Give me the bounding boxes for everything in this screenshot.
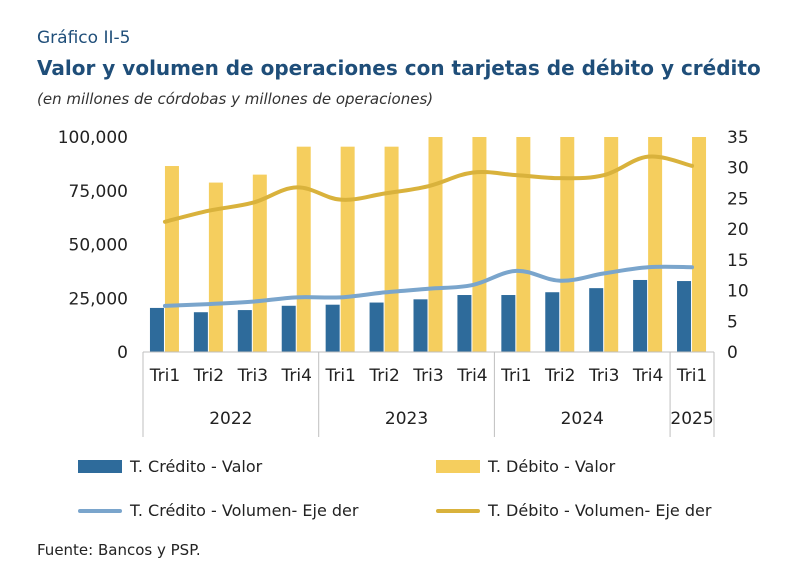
y-right-tick-label: 10	[727, 282, 749, 302]
bar-debito-valor	[296, 146, 311, 352]
bar-credito-valor	[545, 292, 560, 352]
y-right-tick-label: 35	[727, 128, 749, 148]
bar-credito-valor	[237, 310, 252, 352]
x-tick-label: Tri2	[368, 366, 399, 386]
bar-credito-valor	[677, 281, 692, 352]
bar-credito-valor	[413, 299, 428, 352]
legend-item-credito-volumen: T. Crédito - Volumen- Eje der	[78, 501, 358, 520]
legend-item-debito-valor: T. Débito - Valor	[436, 457, 615, 476]
bar-debito-valor	[516, 137, 531, 352]
bar-debito-valor	[384, 146, 399, 352]
year-label: 2024	[561, 409, 604, 429]
x-tick-label: Tri3	[412, 366, 443, 386]
legend-swatch-debito-volumen	[436, 508, 480, 513]
bar-credito-valor	[633, 279, 648, 352]
bar-debito-valor	[208, 182, 223, 352]
year-label: 2022	[209, 409, 252, 429]
legend-swatch-debito-valor	[436, 460, 480, 473]
bar-debito-valor	[604, 137, 619, 352]
year-label: 2023	[385, 409, 428, 429]
x-tick-label: Tri1	[324, 366, 355, 386]
bar-credito-valor	[457, 295, 472, 352]
bar-credito-valor	[149, 307, 164, 352]
bar-debito-valor	[252, 174, 267, 352]
y-left-tick-label: 50,000	[69, 236, 128, 256]
year-label: 2025	[670, 409, 713, 429]
legend-label-debito-volumen: T. Débito - Volumen- Eje der	[488, 501, 712, 520]
bar-credito-valor	[281, 305, 296, 352]
bar-debito-valor	[648, 137, 663, 352]
legend-label-credito-valor: T. Crédito - Valor	[130, 457, 263, 476]
bar-debito-valor	[340, 146, 355, 352]
legend-item-debito-volumen: T. Débito - Volumen- Eje der	[436, 501, 711, 520]
y-right-tick-label: 30	[727, 159, 749, 179]
x-tick-label: Tri1	[676, 366, 707, 386]
chart-subtitle: (en millones de córdobas y millones de o…	[37, 90, 434, 108]
y-left-tick-label: 100,000	[58, 128, 128, 148]
x-tick-label: Tri1	[500, 366, 531, 386]
x-tick-label: Tri4	[632, 366, 663, 386]
bar-credito-valor	[325, 304, 340, 352]
x-tick-label: Tri1	[149, 366, 180, 386]
y-left-tick-label: 25,000	[69, 289, 128, 309]
x-tick-label: Tri2	[544, 366, 575, 386]
bar-debito-valor	[428, 137, 443, 352]
y-right-tick-label: 25	[727, 189, 749, 209]
x-tick-label: Tri2	[193, 366, 224, 386]
y-left-tick-label: 0	[117, 343, 128, 363]
legend-label-credito-volumen: T. Crédito - Volumen- Eje der	[130, 501, 359, 520]
bar-debito-valor	[164, 166, 179, 352]
legend-swatch-credito-volumen	[78, 508, 122, 513]
line-credito-volumen	[162, 264, 695, 308]
chart-title: Valor y volumen de operaciones con tarje…	[37, 56, 761, 80]
x-tick-label: Tri3	[588, 366, 619, 386]
bar-credito-valor	[501, 295, 516, 352]
bar-debito-valor	[472, 137, 487, 352]
bar-credito-valor	[193, 312, 208, 352]
legend-item-credito-valor: T. Crédito - Valor	[78, 457, 262, 476]
legend-label-debito-valor: T. Débito - Valor	[488, 457, 616, 476]
bar-credito-valor	[369, 302, 384, 352]
x-tick-label: Tri4	[456, 366, 487, 386]
x-tick-label: Tri3	[237, 366, 268, 386]
y-right-tick-label: 5	[727, 312, 738, 332]
y-right-tick-label: 0	[727, 343, 738, 363]
legend-swatch-credito-valor	[78, 460, 122, 473]
y-right-tick-label: 15	[727, 251, 749, 271]
y-left-tick-label: 75,000	[69, 182, 128, 202]
bar-credito-valor	[589, 288, 604, 352]
line-debito-volumen	[162, 154, 695, 224]
figure-label: Gráfico II-5	[37, 28, 131, 48]
y-right-tick-label: 20	[727, 220, 749, 240]
bar-debito-valor	[560, 137, 575, 352]
bar-debito-valor	[692, 137, 707, 352]
source-note: Fuente: Bancos y PSP.	[37, 541, 201, 559]
x-tick-label: Tri4	[281, 366, 312, 386]
